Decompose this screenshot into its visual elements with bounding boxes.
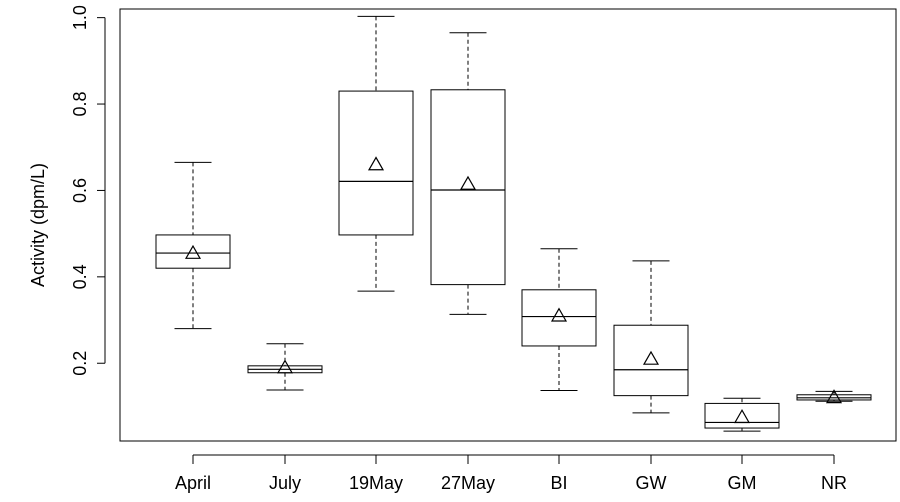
mean-marker [825, 389, 843, 404]
box-27May [430, 32, 506, 315]
iqr-box [430, 89, 506, 286]
y-tick-label: 0.6 [70, 178, 90, 203]
x-tick-label: April [175, 473, 211, 493]
mean-marker [550, 307, 568, 322]
x-tick-label: GM [728, 473, 757, 493]
mean-marker [276, 359, 294, 374]
x-tick-label: July [269, 473, 301, 493]
y-axis-label: Activity (dpm/L) [28, 163, 48, 287]
y-tick-label: 0.8 [70, 92, 90, 117]
box-GW [613, 260, 689, 414]
box-April [155, 161, 231, 330]
y-tick-label: 0.4 [70, 264, 90, 289]
box-GM [704, 397, 780, 432]
plot-frame [119, 8, 897, 442]
iqr-box [338, 90, 414, 236]
mean-marker [733, 409, 751, 424]
y-tick-label: 0.2 [70, 351, 90, 376]
iqr-box [155, 234, 231, 269]
mean-marker [184, 244, 202, 259]
box-July [247, 343, 323, 391]
box-NR [796, 389, 872, 404]
x-tick-label: 19May [349, 473, 403, 493]
x-axis: April July 19May 27May BI GW GM NR [175, 454, 847, 493]
box-BI [521, 248, 597, 391]
iqr-box [521, 289, 597, 347]
x-tick-label: GW [636, 473, 667, 493]
mean-marker [367, 156, 385, 171]
x-tick-label: BI [550, 473, 567, 493]
mean-marker [642, 350, 660, 365]
mean-marker [459, 175, 477, 190]
box-19May [338, 15, 414, 292]
boxes [155, 15, 872, 432]
iqr-box [704, 402, 780, 429]
y-tick-label: 1.0 [70, 5, 90, 30]
x-tick-label: NR [821, 473, 847, 493]
iqr-box [613, 324, 689, 397]
y-axis: 0.2 0.4 0.6 0.8 1.0 [70, 5, 106, 376]
x-tick-label: 27May [441, 473, 495, 493]
